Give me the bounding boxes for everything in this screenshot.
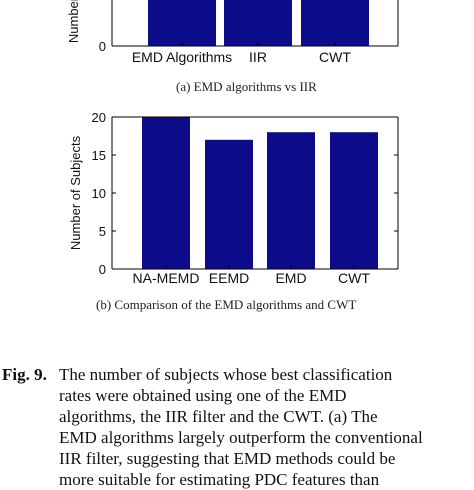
- x-tick-label: NA-MEMD: [133, 270, 200, 286]
- bar-cwt: [330, 132, 378, 269]
- y-tick-label: 5: [99, 224, 106, 239]
- caption-line: The number of subjects whose best classi…: [59, 365, 393, 384]
- x-tick-label: EEMD: [209, 270, 249, 286]
- y-tick-label: 15: [92, 148, 106, 163]
- caption-line: IIR filter, suggesting that EMD methods …: [59, 449, 396, 468]
- y-axis-label: Number: [66, 0, 81, 43]
- x-tick-label: EMD Algorithms: [132, 49, 232, 65]
- caption-line: EMD algorithms largely outperform the co…: [59, 428, 423, 447]
- y-tick-label: 0: [99, 262, 106, 277]
- y-axis-label: Number of Subjects: [68, 135, 83, 250]
- y-tick-label: 20: [92, 110, 106, 125]
- bar-na-memd: [142, 117, 190, 269]
- x-tick-label: CWT: [338, 270, 370, 286]
- bar-iir: [224, 0, 292, 46]
- chart-a-caption: (a) EMD algorithms vs IIR: [176, 79, 317, 94]
- caption-line: algorithms, the IIR filter and the CWT. …: [59, 407, 378, 426]
- chart-b-caption: (b) Comparison of the EMD algorithms and…: [96, 297, 357, 312]
- x-tick-label: IIR: [249, 49, 267, 65]
- y-tick-label: 10: [92, 186, 106, 201]
- chart-b: 0 5 10 15 20 NA-MEMD EEMD EMD CWT Number of Subje…: [68, 110, 399, 286]
- figure-label: Fig. 9.: [2, 365, 47, 384]
- figure-caption-text: The number of subjects whose best classi…: [59, 364, 474, 490]
- x-tick-label: EMD: [275, 270, 306, 286]
- y-tick-label: 0: [99, 39, 106, 54]
- bar-eemd: [205, 139, 253, 269]
- bar-emd-algorithms: [148, 0, 216, 47]
- caption-line: more suitable for estimating PDC feature…: [59, 470, 380, 489]
- x-tick-label: CWT: [319, 49, 351, 65]
- caption-line: rates were obtained using one of the EMD: [59, 386, 347, 405]
- bar-emd: [267, 132, 315, 269]
- bar-cwt: [301, 0, 369, 46]
